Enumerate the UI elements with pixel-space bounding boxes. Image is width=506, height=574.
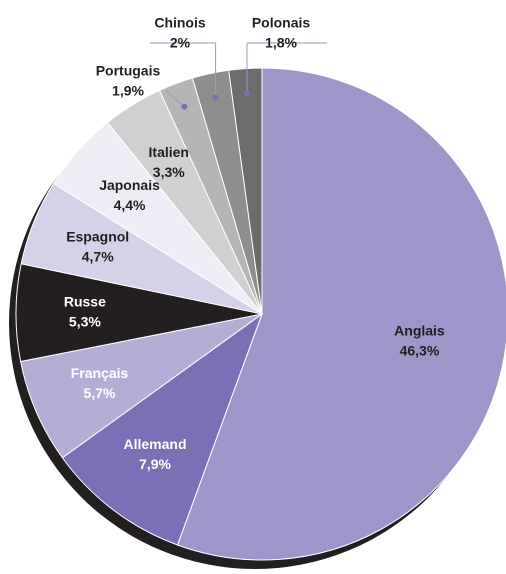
pie-slice: [228, 67, 263, 315]
slice-value-label: 46,3%: [400, 343, 440, 359]
slice-value-label: 1,9%: [112, 83, 144, 99]
pie-slice: [61, 312, 264, 546]
slice-label: Italien: [149, 144, 189, 160]
pie-slice: [176, 67, 506, 561]
slice-value-label: 1,8%: [265, 35, 297, 51]
slice-value-label: 2%: [170, 35, 191, 51]
slice-label: Anglais: [394, 323, 445, 339]
slice-value-label: 5,3%: [69, 314, 101, 330]
slice-label: Portugais: [96, 63, 161, 79]
slice-value-label: 7,9%: [139, 456, 171, 472]
slice-value-label: 5,7%: [84, 385, 116, 401]
leader-line: [165, 90, 185, 108]
leader-dot: [212, 94, 219, 101]
slice-value-label: 4,4%: [114, 197, 146, 213]
leader-dot: [243, 90, 250, 97]
slice-label: Russe: [64, 294, 106, 310]
slice-label: Allemand: [123, 436, 186, 452]
slice-label: Chinois: [154, 15, 206, 31]
slice-label: Français: [71, 365, 129, 381]
slice-value-label: 4,7%: [82, 249, 114, 265]
leader-dot: [181, 103, 188, 110]
slice-label: Espagnol: [66, 229, 129, 245]
slice-label: Polonais: [252, 15, 311, 31]
slice-value-label: 3,3%: [153, 164, 185, 180]
slice-label: Japonais: [99, 177, 160, 193]
